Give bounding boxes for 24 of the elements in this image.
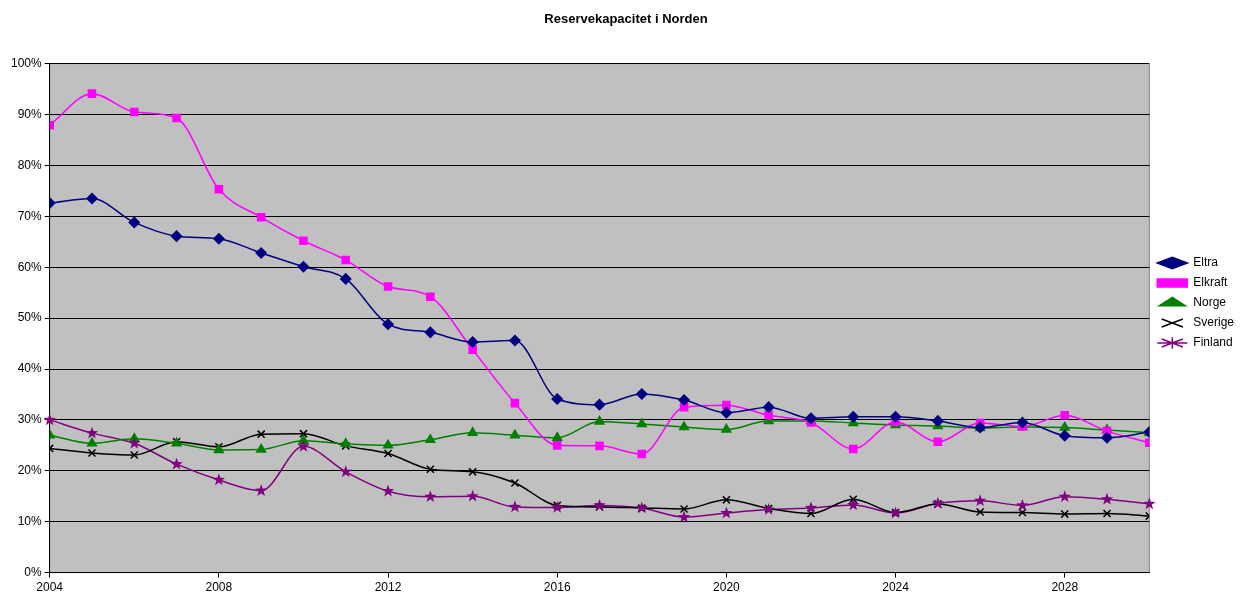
y-tick-label: 90% [17,106,43,121]
legend-label: Elkraft [1193,275,1228,290]
y-tick-label: 20% [17,463,43,478]
legend-label: Finland [1193,335,1233,350]
y-tick-label: 70% [17,208,43,223]
x-tick-label: 2012 [374,580,402,595]
legend-label: Norge [1193,295,1227,310]
x-tick-label: 2008 [205,580,233,595]
y-tick-label: 60% [17,259,43,274]
y-tick-label: 50% [17,310,43,325]
legend-label: Eltra [1193,255,1219,270]
x-tick-label: 2004 [36,580,64,595]
chart-title: Reservekapacitet i Norden [544,11,708,27]
legend-label: Sverige [1193,315,1235,330]
y-tick-label: 0% [24,564,43,579]
x-tick-label: 2020 [713,580,741,595]
y-tick-label: 10% [17,514,43,529]
y-tick-label: 40% [17,361,43,376]
y-tick-label: 100% [10,55,43,70]
x-tick-label: 2028 [1051,580,1079,595]
x-tick-label: 2024 [882,580,910,595]
x-tick-label: 2016 [543,580,571,595]
y-tick-label: 30% [17,412,43,427]
y-tick-label: 80% [17,157,43,172]
